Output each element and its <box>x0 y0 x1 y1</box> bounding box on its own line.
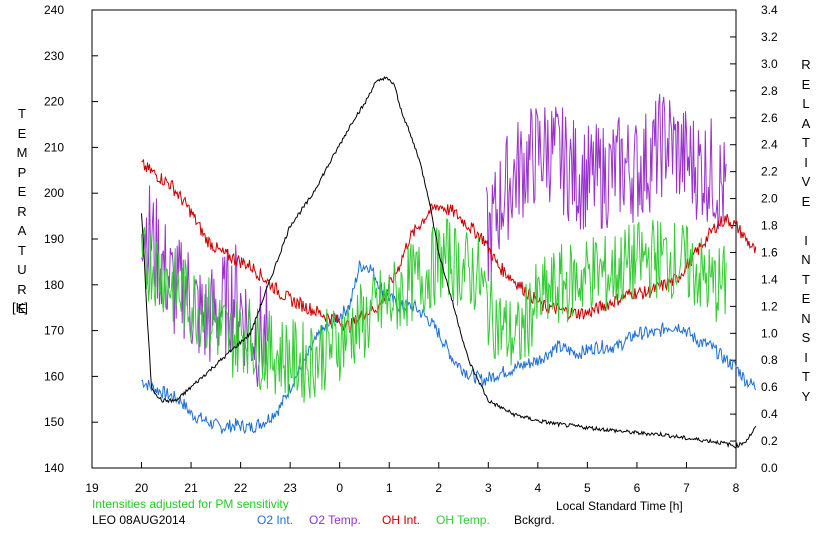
left-tick-label: 180 <box>44 278 64 292</box>
right-axis-label-letter: E <box>801 291 811 306</box>
left-axis-ticks: 140 150 160 170 180 190 200 210 220 230 240 <box>44 3 98 475</box>
left-tick-label: 150 <box>44 415 64 429</box>
left-tick-label: 140 <box>44 461 64 475</box>
series-line-o2-temp <box>485 93 727 282</box>
left-axis-label-letter: E <box>17 301 27 316</box>
left-tick-label: 190 <box>44 232 64 246</box>
left-tick-label: 220 <box>44 95 64 109</box>
right-axis-label-letter: I <box>804 154 808 170</box>
right-tick-label: 3.2 <box>761 30 778 44</box>
right-axis-label-letter: I <box>804 349 808 365</box>
right-tick-label: 3.0 <box>761 57 778 71</box>
right-tick-label: 2.0 <box>761 192 778 206</box>
right-axis-label-letter: E <box>801 193 811 209</box>
right-axis-label-letter: A <box>801 115 811 131</box>
right-tick-label: 1.4 <box>761 272 778 286</box>
left-tick-label: 240 <box>44 3 64 17</box>
right-tick-label: 0.6 <box>761 380 778 394</box>
right-axis-label-letter: T <box>802 135 810 150</box>
x-tick-label: 23 <box>283 481 297 495</box>
series-line-o2-temp <box>141 185 268 387</box>
left-axis-label-letter: R <box>17 203 27 219</box>
right-tick-label: 0.8 <box>761 353 778 367</box>
sensitivity-note: Intensities adjusted for PM sensitivity <box>92 497 289 511</box>
series-line-oh-int <box>141 158 757 333</box>
right-axis-label-letter: N <box>801 252 811 267</box>
left-axis-label-letter: E <box>17 125 27 141</box>
x-tick-label: 8 <box>733 481 740 495</box>
right-axis-label-letter: R <box>801 57 811 72</box>
legend-bckgrd: Bckgrd. <box>514 513 555 527</box>
x-tick-label: 20 <box>135 481 149 495</box>
station-date: LEO 08AUG2014 <box>92 513 186 527</box>
series-line-o2-int <box>141 260 757 435</box>
left-tick-label: 160 <box>44 369 64 383</box>
legend-o2-temp: O2 Temp. <box>309 513 361 527</box>
left-tick-label: 230 <box>44 49 64 63</box>
x-axis-label: Local Standard Time [h] <box>556 499 683 513</box>
legend-oh-temp: OH Temp. <box>436 513 490 527</box>
series-line-oh-temp <box>141 218 727 403</box>
legend-o2-int: O2 Int. <box>257 513 294 527</box>
x-tick-label: 5 <box>584 481 591 495</box>
x-tick-label: 7 <box>683 481 690 495</box>
x-tick-label: 21 <box>184 481 198 495</box>
left-tick-label: 210 <box>44 140 64 154</box>
left-axis-unit: [K] <box>12 300 28 315</box>
legend-oh-int: OH Int. <box>382 513 421 527</box>
right-tick-label: 1.2 <box>761 299 778 313</box>
right-axis-label-letter: N <box>801 310 811 326</box>
right-axis-label-letter: I <box>804 232 808 248</box>
x-axis-ticks: 19 20 21 22 23 0 1 2 3 4 5 6 7 8 <box>85 462 740 495</box>
left-tick-label: 170 <box>44 324 64 338</box>
x-tick-label: 19 <box>85 481 99 495</box>
right-axis-label-letter: E <box>801 76 811 92</box>
left-axis-label-letter: T <box>18 106 26 121</box>
left-axis-label-letter: A <box>17 223 27 238</box>
right-axis-label-letter: V <box>801 174 811 189</box>
x-tick-label: 1 <box>386 481 393 495</box>
right-axis-label-letter: L <box>802 96 810 111</box>
x-tick-label: 4 <box>535 481 542 495</box>
left-axis-label-letter: M <box>16 145 28 160</box>
series-group <box>141 76 757 450</box>
x-tick-label: 3 <box>485 481 492 495</box>
right-tick-label: 2.4 <box>761 138 778 152</box>
left-axis-label-letter: T <box>18 242 26 258</box>
right-tick-label: 2.6 <box>761 111 778 125</box>
right-tick-label: 1.8 <box>761 219 778 233</box>
right-tick-label: 0.4 <box>761 407 778 421</box>
right-axis-label-letter: T <box>802 369 810 384</box>
right-tick-label: 1.0 <box>761 326 778 340</box>
right-tick-label: 0.0 <box>761 461 778 475</box>
right-axis-ticks: 0.0 0.2 0.4 0.6 0.8 1.0 1.2 1.4 1.6 1.8 2.0 2.2 2.4 2… <box>730 3 778 475</box>
right-tick-label: 1.6 <box>761 245 778 259</box>
right-tick-label: 2.8 <box>761 84 778 98</box>
right-axis-label-letter: T <box>802 271 810 287</box>
x-tick-label: 6 <box>634 481 641 495</box>
right-tick-label: 0.2 <box>761 434 778 448</box>
right-tick-label: 2.2 <box>761 165 778 179</box>
left-axis-label-letter: U <box>17 262 27 277</box>
left-axis-label-letter: E <box>17 184 27 199</box>
series-line-bckgrd <box>141 76 757 450</box>
right-axis-label-letter: S <box>801 330 811 345</box>
left-axis-label-letter: R <box>17 281 27 297</box>
right-axis-label-letter: Y <box>801 388 811 404</box>
left-tick-label: 200 <box>44 186 64 200</box>
x-tick-label: 22 <box>234 481 248 495</box>
right-axis-label-letter <box>798 211 814 231</box>
right-tick-label: 3.4 <box>761 3 778 17</box>
x-tick-label: 2 <box>435 481 442 495</box>
left-axis-label-letter: P <box>17 164 27 180</box>
x-tick-label: 0 <box>336 481 343 495</box>
